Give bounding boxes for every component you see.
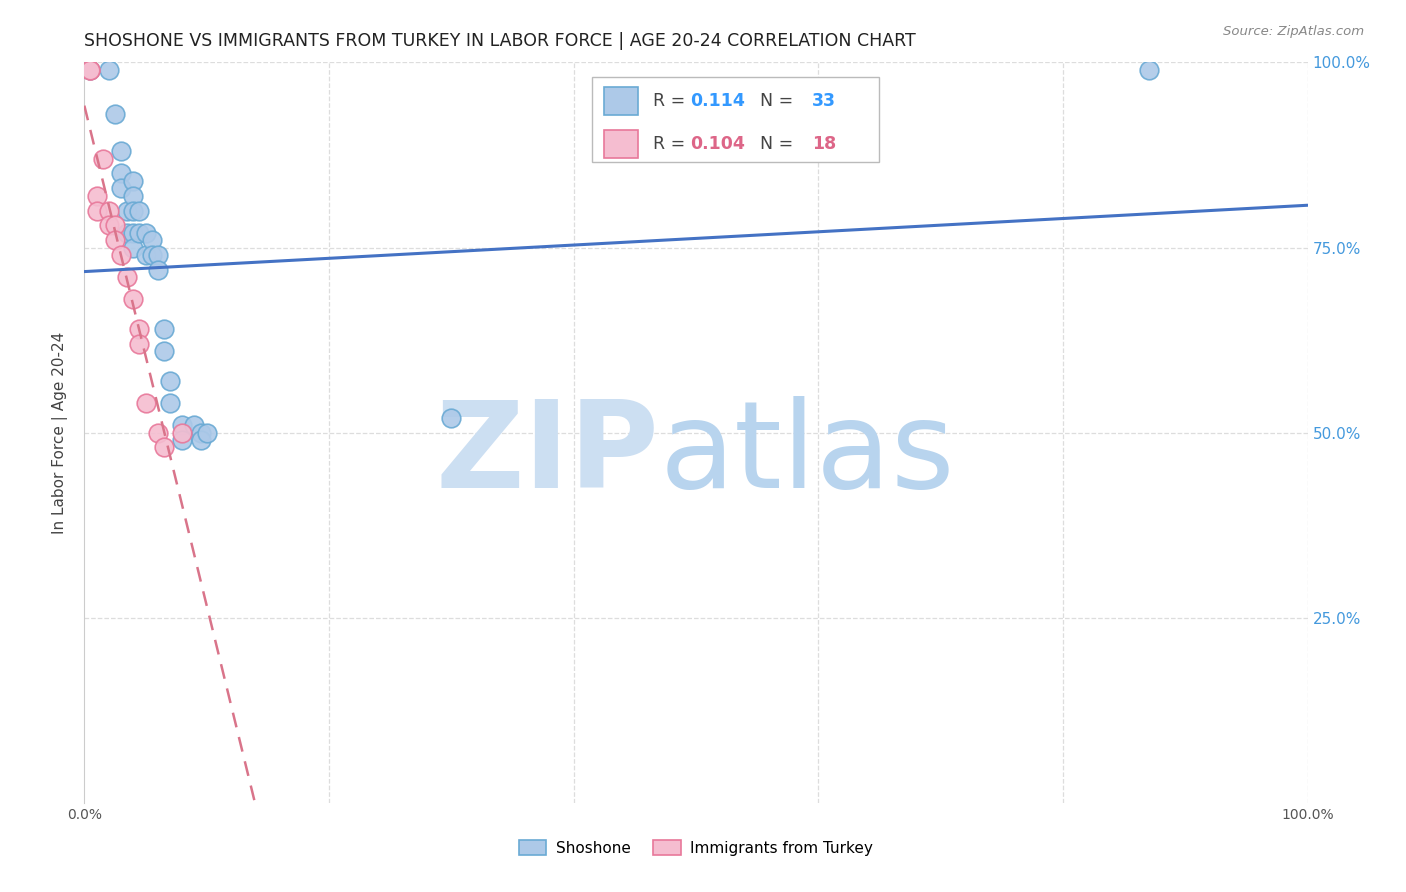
Point: [91, 152, 114, 166]
Point: [110, 248, 132, 262]
Point: [122, 226, 145, 240]
Point: [153, 344, 176, 359]
Point: [135, 226, 157, 240]
Point: [172, 433, 194, 447]
Point: [128, 336, 150, 351]
Point: [159, 374, 181, 388]
Text: 18: 18: [813, 135, 837, 153]
Point: [183, 418, 205, 433]
Text: R =: R =: [654, 92, 690, 110]
Text: atlas: atlas: [659, 396, 955, 513]
Point: [104, 233, 127, 247]
Point: [128, 203, 150, 218]
Point: [128, 322, 150, 336]
Text: N =: N =: [748, 135, 799, 153]
Point: [110, 181, 132, 195]
Point: [172, 418, 194, 433]
Point: [110, 166, 132, 180]
Point: [79, 62, 101, 77]
FancyBboxPatch shape: [605, 87, 638, 115]
Point: [190, 425, 212, 440]
Text: 0.104: 0.104: [690, 135, 745, 153]
Point: [159, 396, 181, 410]
Point: [97, 62, 120, 77]
Point: [122, 240, 145, 255]
Point: [135, 248, 157, 262]
Point: [122, 293, 145, 307]
Point: [195, 425, 218, 440]
Point: [115, 270, 138, 285]
Point: [141, 248, 163, 262]
Point: [153, 441, 176, 455]
Point: [122, 174, 145, 188]
Legend: Shoshone, Immigrants from Turkey: Shoshone, Immigrants from Turkey: [513, 834, 879, 862]
Point: [104, 219, 127, 233]
Text: 0.114: 0.114: [690, 92, 745, 110]
Point: [153, 322, 176, 336]
Point: [146, 248, 169, 262]
Point: [122, 203, 145, 218]
Point: [128, 226, 150, 240]
Point: [122, 188, 145, 202]
Point: [79, 62, 101, 77]
Text: 33: 33: [813, 92, 837, 110]
Text: ZIP: ZIP: [436, 396, 659, 513]
Point: [146, 262, 169, 277]
Point: [86, 203, 108, 218]
Point: [172, 425, 194, 440]
Point: [190, 433, 212, 447]
Point: [440, 410, 463, 425]
Point: [97, 203, 120, 218]
Point: [104, 107, 127, 121]
FancyBboxPatch shape: [592, 78, 880, 162]
Y-axis label: In Labor Force | Age 20-24: In Labor Force | Age 20-24: [52, 332, 69, 533]
Point: [110, 145, 132, 159]
Point: [115, 226, 138, 240]
FancyBboxPatch shape: [605, 129, 638, 158]
Text: Source: ZipAtlas.com: Source: ZipAtlas.com: [1223, 25, 1364, 38]
Point: [141, 233, 163, 247]
Point: [79, 62, 101, 77]
Point: [1137, 62, 1160, 77]
Point: [86, 188, 108, 202]
Text: N =: N =: [748, 92, 799, 110]
Point: [97, 219, 120, 233]
Text: SHOSHONE VS IMMIGRANTS FROM TURKEY IN LABOR FORCE | AGE 20-24 CORRELATION CHART: SHOSHONE VS IMMIGRANTS FROM TURKEY IN LA…: [84, 32, 917, 50]
Point: [115, 203, 138, 218]
Point: [135, 396, 157, 410]
Point: [146, 425, 169, 440]
Text: R =: R =: [654, 135, 690, 153]
